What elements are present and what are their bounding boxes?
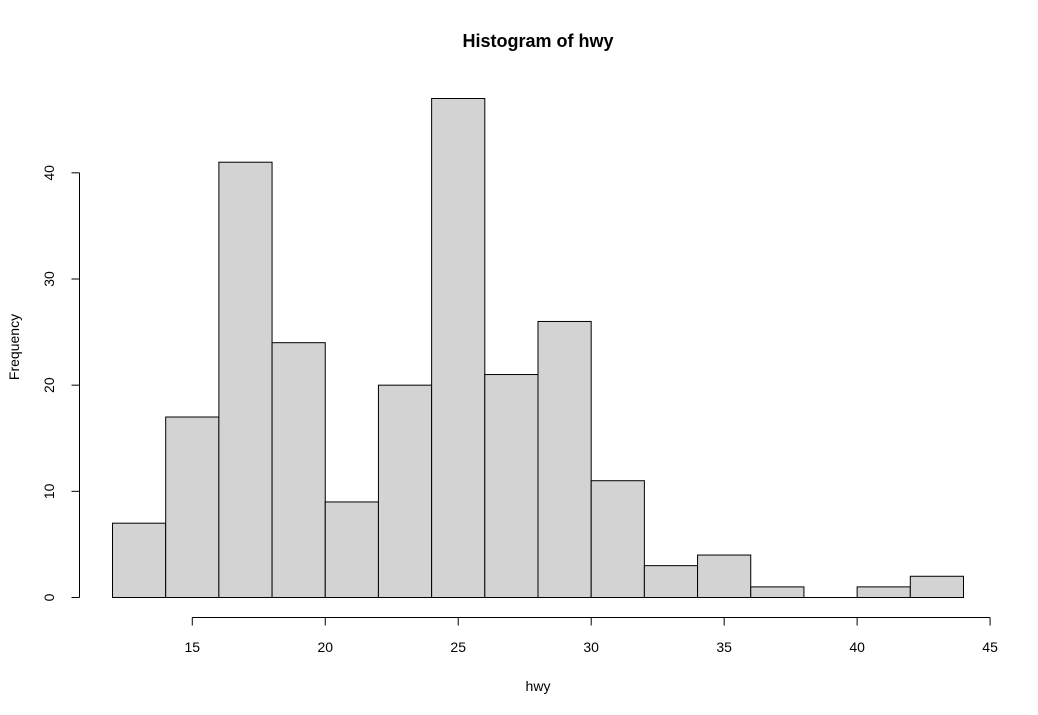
histogram-bar bbox=[112, 522, 167, 598]
x-tick-label: 30 bbox=[583, 639, 599, 655]
histogram-bar bbox=[165, 416, 220, 599]
chart-title: Histogram of hwy bbox=[462, 31, 613, 51]
histogram-bar bbox=[590, 480, 645, 598]
x-tick-label: 45 bbox=[982, 639, 998, 655]
x-axis: 15 20 25 30 35 40 45 bbox=[184, 617, 998, 655]
x-tick-label: 35 bbox=[716, 639, 732, 655]
bars-group bbox=[112, 98, 964, 599]
y-axis-label: Frequency bbox=[6, 314, 22, 380]
y-axis: 0 10 20 30 40 bbox=[41, 165, 80, 601]
y-tick-label: 30 bbox=[41, 271, 57, 287]
x-tick-label: 20 bbox=[317, 639, 333, 655]
histogram-bar bbox=[909, 575, 964, 598]
histogram-bar bbox=[271, 342, 326, 599]
histogram-bar bbox=[484, 374, 539, 598]
histogram-bar bbox=[697, 554, 752, 599]
histogram-bar bbox=[856, 586, 911, 599]
histogram-bar bbox=[324, 501, 379, 598]
x-tick-label: 40 bbox=[849, 639, 865, 655]
x-axis-label: hwy bbox=[526, 678, 551, 694]
histogram-bar bbox=[537, 320, 592, 598]
histogram-bar bbox=[377, 384, 433, 598]
x-tick-label: 25 bbox=[450, 639, 466, 655]
histogram-bar bbox=[431, 98, 486, 598]
histogram-bar bbox=[643, 565, 699, 598]
y-tick-label: 10 bbox=[41, 483, 57, 499]
histogram-bar bbox=[750, 586, 805, 599]
y-tick-label: 0 bbox=[41, 593, 57, 601]
y-tick-label: 40 bbox=[41, 165, 57, 181]
histogram-bar bbox=[218, 161, 273, 599]
x-tick-label: 15 bbox=[184, 639, 200, 655]
y-tick-label: 20 bbox=[41, 377, 57, 393]
